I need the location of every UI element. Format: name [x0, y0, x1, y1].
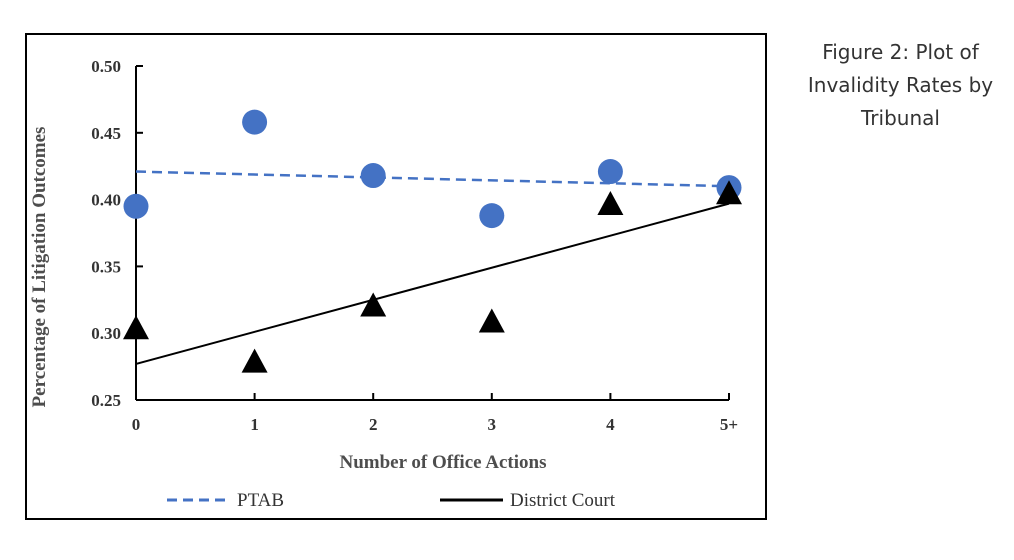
x-tick-label: 5+ — [720, 415, 738, 434]
trendline-ptab — [135, 170, 730, 188]
legend-label-ptab: PTAB — [237, 490, 284, 511]
y-tick-label: 0.30 — [91, 324, 121, 343]
x-axis-title: Number of Office Actions — [339, 452, 546, 473]
scatter-chart: 0.25 0.30 0.35 0.40 0.45 0.50 0 1 2 3 4 5+ Number o… — [29, 57, 742, 511]
y-tick-label: 0.35 — [91, 257, 121, 276]
point-district-court — [123, 315, 149, 340]
axes: 0.25 0.30 0.35 0.40 0.45 0.50 0 1 2 3 4 5+ — [91, 57, 738, 434]
x-tick-label: 3 — [488, 415, 497, 434]
point-district-court — [241, 348, 268, 373]
trendlines — [135, 170, 730, 365]
legend: PTAB District Court — [167, 490, 616, 511]
point-ptab — [360, 163, 386, 189]
point-district-court — [360, 292, 387, 317]
y-tick-label: 0.40 — [91, 191, 121, 210]
x-tick-label: 1 — [250, 415, 259, 434]
figure-caption: Figure 2: Plot of Invalidity Rates by Tr… — [807, 40, 994, 130]
data-markers — [123, 109, 742, 373]
y-tick-label: 0.45 — [91, 124, 121, 143]
x-tick-label: 4 — [606, 415, 615, 434]
x-tick-label: 2 — [369, 415, 378, 434]
x-tick-label: 0 — [132, 415, 141, 434]
point-ptab — [479, 203, 505, 229]
point-ptab — [242, 109, 268, 135]
point-ptab — [597, 159, 623, 185]
point-district-court — [716, 180, 742, 205]
trendline-district-court — [135, 202, 730, 365]
point-ptab — [123, 193, 149, 219]
y-tick-label: 0.50 — [91, 57, 121, 76]
y-tick-label: 0.25 — [91, 391, 121, 410]
point-district-court — [597, 190, 624, 215]
legend-label-district-court: District Court — [510, 490, 616, 511]
point-district-court — [478, 308, 505, 333]
y-axis-title: Percentage of Litigation Outcomes — [29, 127, 50, 408]
chart-frame: 0.25 0.30 0.35 0.40 0.45 0.50 0 1 2 3 4 5+ Number o… — [25, 33, 767, 520]
